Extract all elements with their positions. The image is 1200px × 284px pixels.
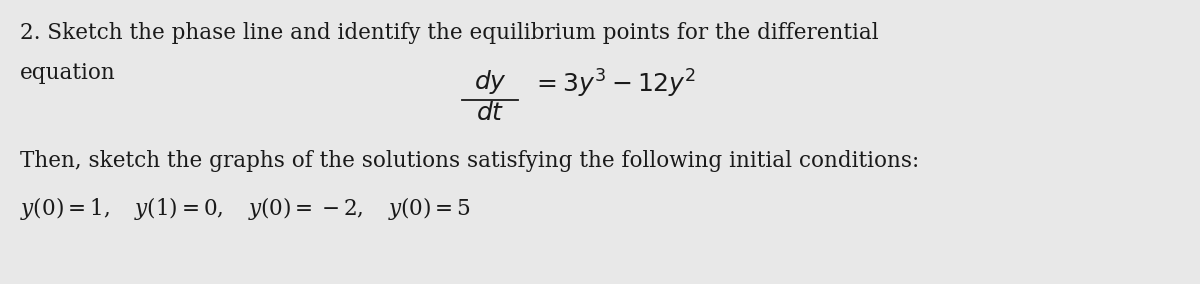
Text: $y(0) = 1, \quad y(1) = 0, \quad y(0) = -2, \quad y(0) = 5$: $y(0) = 1, \quad y(1) = 0, \quad y(0) = … xyxy=(20,195,472,222)
Text: Then, sketch the graphs of the solutions satisfying the following initial condit: Then, sketch the graphs of the solutions… xyxy=(20,150,919,172)
Text: $\mathit{dt}$: $\mathit{dt}$ xyxy=(475,102,504,125)
Text: $= 3y^3 - 12y^2$: $= 3y^3 - 12y^2$ xyxy=(532,68,696,100)
Text: equation: equation xyxy=(20,62,115,84)
Text: $\mathit{dy}$: $\mathit{dy}$ xyxy=(474,68,506,96)
Text: 2. Sketch the phase line and identify the equilibrium points for the differentia: 2. Sketch the phase line and identify th… xyxy=(20,22,878,44)
